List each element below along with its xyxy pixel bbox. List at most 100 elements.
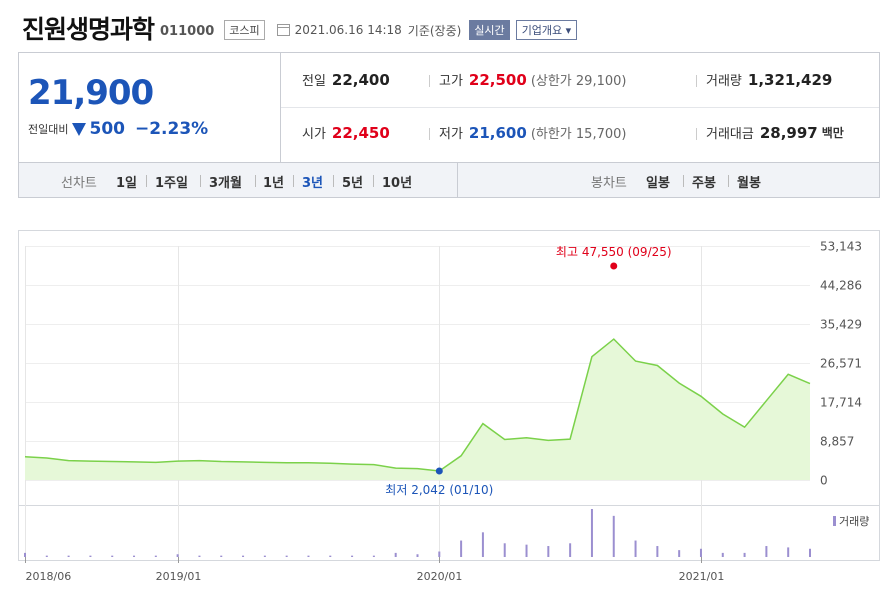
divider bbox=[146, 175, 147, 187]
volume-bar bbox=[263, 555, 266, 557]
stock-name: 진원생명과학 bbox=[22, 15, 155, 44]
divider bbox=[293, 175, 294, 187]
volume-bar bbox=[242, 555, 245, 557]
toolbar-divider bbox=[457, 163, 458, 197]
volume-bar bbox=[220, 555, 223, 557]
x-tick-label: 2020/01 bbox=[417, 570, 463, 583]
min-marker bbox=[435, 467, 443, 475]
volume-bar bbox=[176, 554, 179, 557]
volume-bar bbox=[416, 554, 419, 557]
divider bbox=[333, 175, 334, 187]
upper-limit: (상한가 29,100) bbox=[530, 74, 627, 89]
prev-close-label: 전일 bbox=[302, 74, 326, 89]
x-tick-label: 2019/01 bbox=[156, 570, 202, 583]
volume-bar bbox=[634, 540, 637, 557]
stock-code: 011000 bbox=[160, 23, 215, 39]
period-10y[interactable]: 10년 bbox=[382, 176, 413, 191]
volume-bar bbox=[198, 555, 201, 557]
period-3m[interactable]: 3개월 bbox=[209, 176, 242, 191]
x-tick-label: 2021/01 bbox=[679, 570, 725, 583]
price-area bbox=[25, 339, 810, 480]
open-label: 시가 bbox=[302, 127, 326, 142]
volume-bar bbox=[656, 546, 659, 557]
volume-frame bbox=[18, 505, 880, 561]
change-label: 전일대비 bbox=[28, 123, 69, 136]
open-value: 22,450 bbox=[331, 123, 390, 142]
volume-bar bbox=[525, 544, 528, 557]
trade-amount: 거래대금 28,997 백만 bbox=[706, 123, 844, 143]
candle-monthly[interactable]: 월봉 bbox=[737, 176, 761, 191]
period-3y[interactable]: 3년 bbox=[302, 176, 324, 191]
amount-unit: 백만 bbox=[821, 126, 844, 140]
price-line bbox=[24, 338, 811, 472]
volume-bar bbox=[154, 555, 157, 557]
volume-bar bbox=[612, 515, 615, 557]
candle-daily[interactable]: 일봉 bbox=[646, 176, 670, 191]
volume-bar bbox=[133, 555, 136, 557]
x-tick-label: 2018/06 bbox=[26, 570, 72, 583]
volume-bar bbox=[721, 552, 724, 557]
divider bbox=[696, 75, 697, 87]
period-1d[interactable]: 1일 bbox=[116, 176, 138, 191]
quote-basis: 기준(장중) bbox=[407, 23, 462, 38]
candle-chart-label: 봉차트 bbox=[591, 176, 627, 191]
period-toolbar: 선차트 1일 1주일 3개월 1년 3년 5년 10년 봉차트 일봉 주봉 월봉 bbox=[18, 162, 880, 198]
company-info-label: 기업개요 bbox=[521, 24, 563, 37]
current-price: 21,900 bbox=[28, 73, 154, 113]
y-tick-label: 8,857 bbox=[820, 435, 854, 449]
company-info-dropdown[interactable]: 기업개요 ▾ bbox=[515, 20, 578, 40]
volume-value: 1,321,429 bbox=[747, 70, 833, 89]
volume-bar bbox=[111, 555, 114, 557]
change-value: 500 bbox=[89, 119, 125, 139]
period-1w[interactable]: 1주일 bbox=[155, 176, 188, 191]
volume-legend: 거래량 bbox=[839, 515, 869, 528]
volume: 거래량 1,321,429 bbox=[706, 70, 833, 90]
volume-bar bbox=[438, 551, 441, 557]
volume-bar bbox=[460, 540, 463, 557]
amount-value: 28,997 bbox=[759, 123, 818, 142]
volume-legend-swatch bbox=[833, 516, 836, 526]
volume-bar bbox=[45, 555, 48, 557]
period-1y[interactable]: 1년 bbox=[263, 176, 285, 191]
volume-bar bbox=[329, 555, 332, 557]
lower-limit: (하한가 15,700) bbox=[530, 127, 627, 142]
volume-bar bbox=[809, 548, 811, 557]
volume-bar bbox=[285, 555, 288, 557]
volume-bar bbox=[372, 555, 375, 557]
price-change: 전일대비 500 −2.23% bbox=[28, 119, 208, 139]
low-label: 저가 bbox=[439, 127, 463, 142]
change-percent: −2.23% bbox=[134, 119, 209, 139]
y-tick-label: 17,714 bbox=[820, 396, 862, 410]
divider bbox=[696, 128, 697, 140]
down-arrow-icon bbox=[72, 122, 87, 136]
period-5y[interactable]: 5년 bbox=[342, 176, 364, 191]
market-badge: 코스피 bbox=[224, 20, 265, 40]
max-annotation: 최고 47,550 (09/25) bbox=[556, 245, 672, 259]
divider bbox=[429, 75, 430, 87]
quote-datetime: 2021.06.16 14:18 bbox=[294, 23, 402, 37]
amount-label: 거래대금 bbox=[706, 127, 754, 142]
volume-bar bbox=[569, 543, 572, 557]
y-tick-label: 44,286 bbox=[820, 279, 862, 293]
calendar-icon bbox=[276, 24, 290, 36]
volume-bar bbox=[307, 555, 310, 557]
divider bbox=[373, 175, 374, 187]
volume-label: 거래량 bbox=[706, 74, 742, 89]
realtime-button[interactable]: 실시간 bbox=[469, 20, 510, 40]
divider bbox=[429, 128, 430, 140]
volume-bar bbox=[24, 552, 26, 557]
prev-close: 전일 22,400 bbox=[302, 70, 390, 90]
price-box: 21,900 전일대비 500 −2.23% bbox=[19, 53, 281, 163]
low-value: 21,600 bbox=[468, 123, 527, 142]
candle-weekly[interactable]: 주봉 bbox=[692, 176, 716, 191]
y-tick-label: 0 bbox=[820, 474, 828, 488]
row-divider bbox=[281, 107, 879, 108]
y-tick-label: 35,429 bbox=[820, 318, 862, 332]
high-price: 고가 22,500 (상한가 29,100) bbox=[439, 70, 627, 90]
low-price: 저가 21,600 (하한가 15,700) bbox=[439, 123, 627, 143]
divider bbox=[683, 175, 684, 187]
divider bbox=[728, 175, 729, 187]
min-annotation: 최저 2,042 (01/10) bbox=[385, 483, 493, 497]
volume-bar bbox=[547, 546, 550, 557]
